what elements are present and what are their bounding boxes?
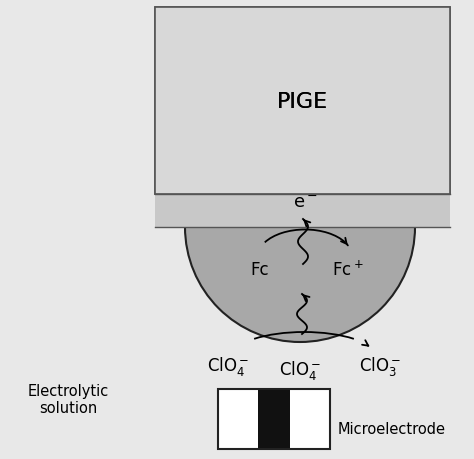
Text: Microelectrode: Microelectrode <box>338 421 446 437</box>
Bar <box>155 195 450 228</box>
Text: Fc$^+$: Fc$^+$ <box>332 260 364 279</box>
Bar <box>155 8 450 195</box>
Bar <box>155 8 450 195</box>
Circle shape <box>185 113 415 342</box>
Text: ClO$_4^-$: ClO$_4^-$ <box>279 359 321 382</box>
Bar <box>155 195 450 228</box>
Text: Electrolytic
solution: Electrolytic solution <box>27 383 109 415</box>
Text: Fc: Fc <box>251 260 269 279</box>
Text: e$^-$: e$^-$ <box>292 194 318 212</box>
Text: ClO$_3^-$: ClO$_3^-$ <box>359 355 401 378</box>
Bar <box>218 389 330 449</box>
Text: ClO$_4^-$: ClO$_4^-$ <box>207 355 249 378</box>
Bar <box>258 389 290 449</box>
Text: PIGE: PIGE <box>277 91 328 111</box>
Bar <box>155 8 450 195</box>
Bar <box>218 389 330 449</box>
Text: PIGE: PIGE <box>277 91 328 111</box>
